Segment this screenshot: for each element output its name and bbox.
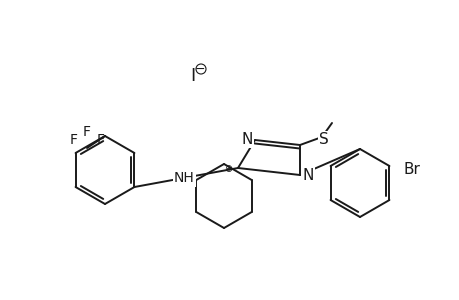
Text: N: N [302, 167, 313, 182]
Text: ⊕: ⊕ [224, 164, 231, 174]
Text: F: F [97, 133, 105, 147]
Text: S: S [319, 133, 328, 148]
Text: I: I [190, 67, 195, 85]
Text: Br: Br [403, 161, 420, 176]
Text: F: F [69, 133, 77, 147]
Text: F: F [83, 125, 91, 139]
Text: NH: NH [174, 172, 194, 185]
Text: −: − [194, 62, 205, 76]
Text: N: N [241, 131, 252, 146]
